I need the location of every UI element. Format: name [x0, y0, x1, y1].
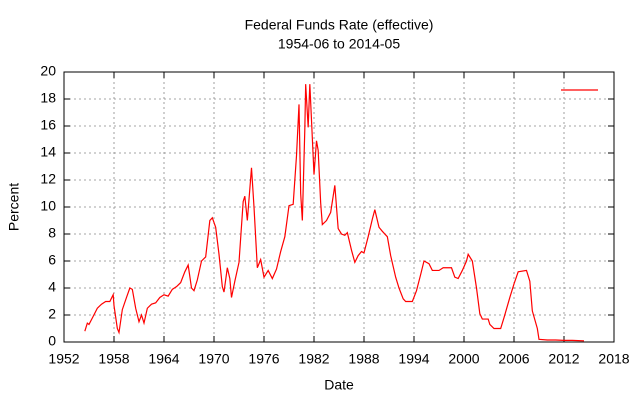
- plot-frame: [63, 71, 615, 343]
- x-tick-label: 1982: [298, 351, 329, 367]
- x-tick-label: 2018: [598, 351, 629, 367]
- y-tick-label: 2: [48, 306, 56, 322]
- y-tick-label: 10: [40, 198, 56, 214]
- x-tick-label: 1988: [348, 351, 379, 367]
- x-axis-label: Date: [324, 377, 354, 393]
- y-tick-label: 20: [40, 63, 56, 79]
- y-tick-label: 4: [48, 279, 56, 295]
- y-tick-label: 16: [40, 117, 56, 133]
- x-tick-label: 1964: [148, 351, 179, 367]
- x-tick-label: 1994: [398, 351, 429, 367]
- y-tick-label: 0: [48, 333, 56, 349]
- y-tick-label: 14: [40, 144, 56, 160]
- x-tick-label: 2012: [548, 351, 579, 367]
- y-tick-label: 6: [48, 252, 56, 268]
- x-tick-label: 1976: [248, 351, 279, 367]
- x-tick-label: 1970: [198, 351, 229, 367]
- x-tick-label: 2000: [448, 351, 479, 367]
- chart-subtitle: 1954-06 to 2014-05: [278, 36, 400, 52]
- y-tick-label: 12: [40, 171, 56, 187]
- x-tick-label: 2006: [498, 351, 529, 367]
- data-line: [84, 84, 585, 342]
- x-tick-label: 1958: [98, 351, 129, 367]
- x-tick-label: 1952: [48, 351, 79, 367]
- chart-title: Federal Funds Rate (effective): [245, 17, 434, 33]
- y-tick-label: 8: [48, 225, 56, 241]
- y-axis-label: Percent: [6, 183, 22, 231]
- y-tick-label: 18: [40, 90, 56, 106]
